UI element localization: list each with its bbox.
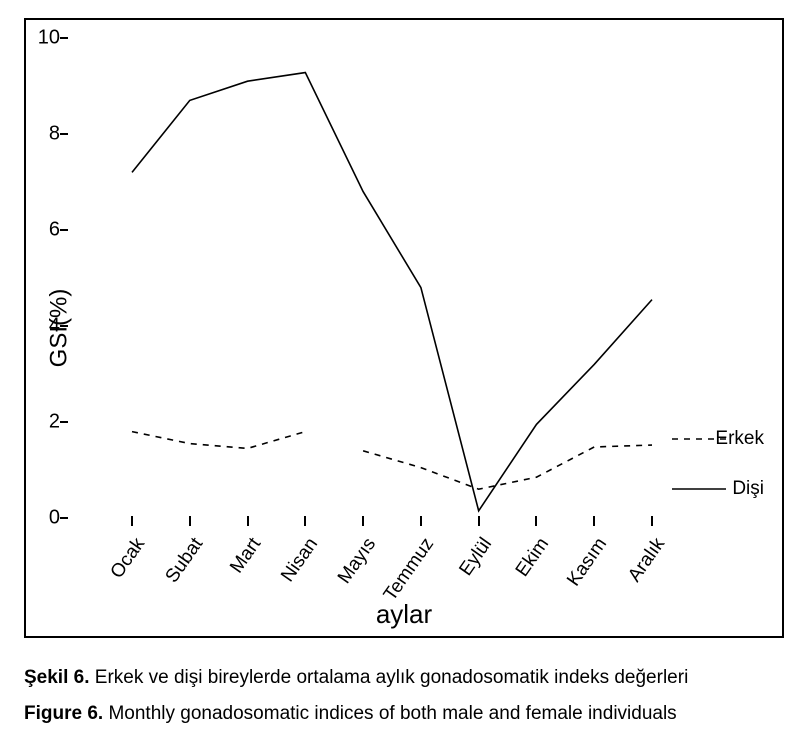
x-tick-mark (420, 516, 422, 526)
x-tick-label: Aralık (624, 534, 670, 586)
caption-en-prefix: Figure 6. (24, 703, 103, 724)
x-tick-label: Temmuz (380, 534, 439, 605)
x-axis-label: aylar (26, 599, 782, 630)
x-tick-label: Mayıs (334, 534, 381, 588)
y-tick-label: 10 (30, 27, 60, 50)
caption-en-text: Monthly gonadosomatic indices of both ma… (103, 703, 677, 724)
y-tick-mark (60, 133, 68, 135)
x-tick-mark (651, 516, 653, 526)
x-tick-mark (304, 516, 306, 526)
x-axis-ticks: OcakSubatMartNisanMayısTemmuzEylülEkimKa… (116, 518, 668, 598)
x-tick-label: Mart (226, 534, 266, 578)
y-tick-mark (60, 229, 68, 231)
x-tick-label: Subat (161, 534, 208, 587)
legend-entry-erkek: Erkek (672, 425, 764, 453)
legend-line-solid-icon (672, 485, 726, 493)
x-tick-mark (362, 516, 364, 526)
y-tick-label: 2 (30, 411, 60, 434)
x-tick-label: Eylül (455, 534, 497, 580)
x-tick-mark (478, 516, 480, 526)
y-tick-label: 6 (30, 219, 60, 242)
legend: Erkek Dişi (672, 425, 764, 525)
x-tick-label: Nisan (277, 534, 323, 586)
x-tick-label: Kasım (563, 534, 612, 591)
caption-tr-prefix: Şekil 6. (24, 667, 90, 688)
x-tick-mark (189, 516, 191, 526)
series-Erkek-seg1 (132, 432, 305, 449)
plot-area (116, 38, 668, 518)
series-Dişi (132, 73, 652, 511)
x-tick-mark (131, 516, 133, 526)
y-tick-label: 8 (30, 123, 60, 146)
y-axis-ticks: 0246810 (26, 38, 116, 518)
y-tick-mark (60, 37, 68, 39)
y-tick-label: 4 (30, 315, 60, 338)
legend-label-disi: Dişi (732, 478, 764, 500)
x-tick-mark (247, 516, 249, 526)
x-tick-mark (535, 516, 537, 526)
x-tick-label: Ekim (512, 534, 554, 581)
y-tick-mark (60, 421, 68, 423)
legend-entry-disi: Dişi (672, 475, 764, 503)
legend-label-erkek: Erkek (715, 428, 764, 450)
y-tick-label: 0 (30, 507, 60, 530)
plot-svg (116, 38, 668, 518)
caption-tr-text: Erkek ve dişi bireylerde ortalama aylık … (90, 667, 689, 688)
page: GSI(%) 0246810 OcakSubatMartNisanMayısTe… (0, 0, 808, 744)
chart-frame: GSI(%) 0246810 OcakSubatMartNisanMayısTe… (24, 18, 784, 638)
x-tick-mark (593, 516, 595, 526)
captions: Şekil 6. Erkek ve dişi bireylerde ortala… (24, 660, 784, 732)
x-tick-label: Ocak (107, 534, 150, 583)
y-tick-mark (60, 517, 68, 519)
y-tick-mark (60, 325, 68, 327)
caption-tr: Şekil 6. Erkek ve dişi bireylerde ortala… (24, 660, 784, 696)
caption-en: Figure 6. Monthly gonadosomatic indices … (24, 696, 784, 732)
